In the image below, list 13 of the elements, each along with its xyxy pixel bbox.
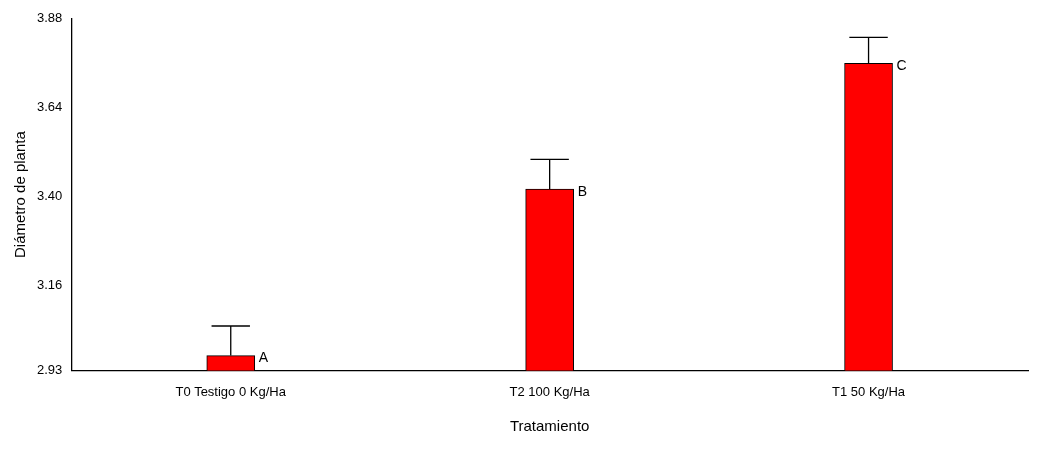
y-tick-label: 2.93: [36, 361, 63, 377]
y-tick-label: 3.88: [36, 10, 63, 26]
annotation: B: [577, 182, 587, 199]
annotation: A: [258, 349, 269, 366]
y-tick-label: 3.40: [36, 188, 63, 204]
y-axis-title: Diámetro de planta: [11, 130, 29, 258]
x-axis-title: Tratamiento: [509, 417, 590, 435]
x-tick-label: T1 50 Kg/Ha: [832, 383, 906, 399]
x-tick-label: T2 100 Kg/Ha: [509, 383, 591, 399]
annotation: C: [896, 57, 907, 74]
x-tick-label: T0 Testigo 0 Kg/Ha: [175, 383, 287, 399]
y-tick-label: 3.64: [36, 99, 63, 115]
y-tick-label: 3.16: [36, 276, 63, 292]
